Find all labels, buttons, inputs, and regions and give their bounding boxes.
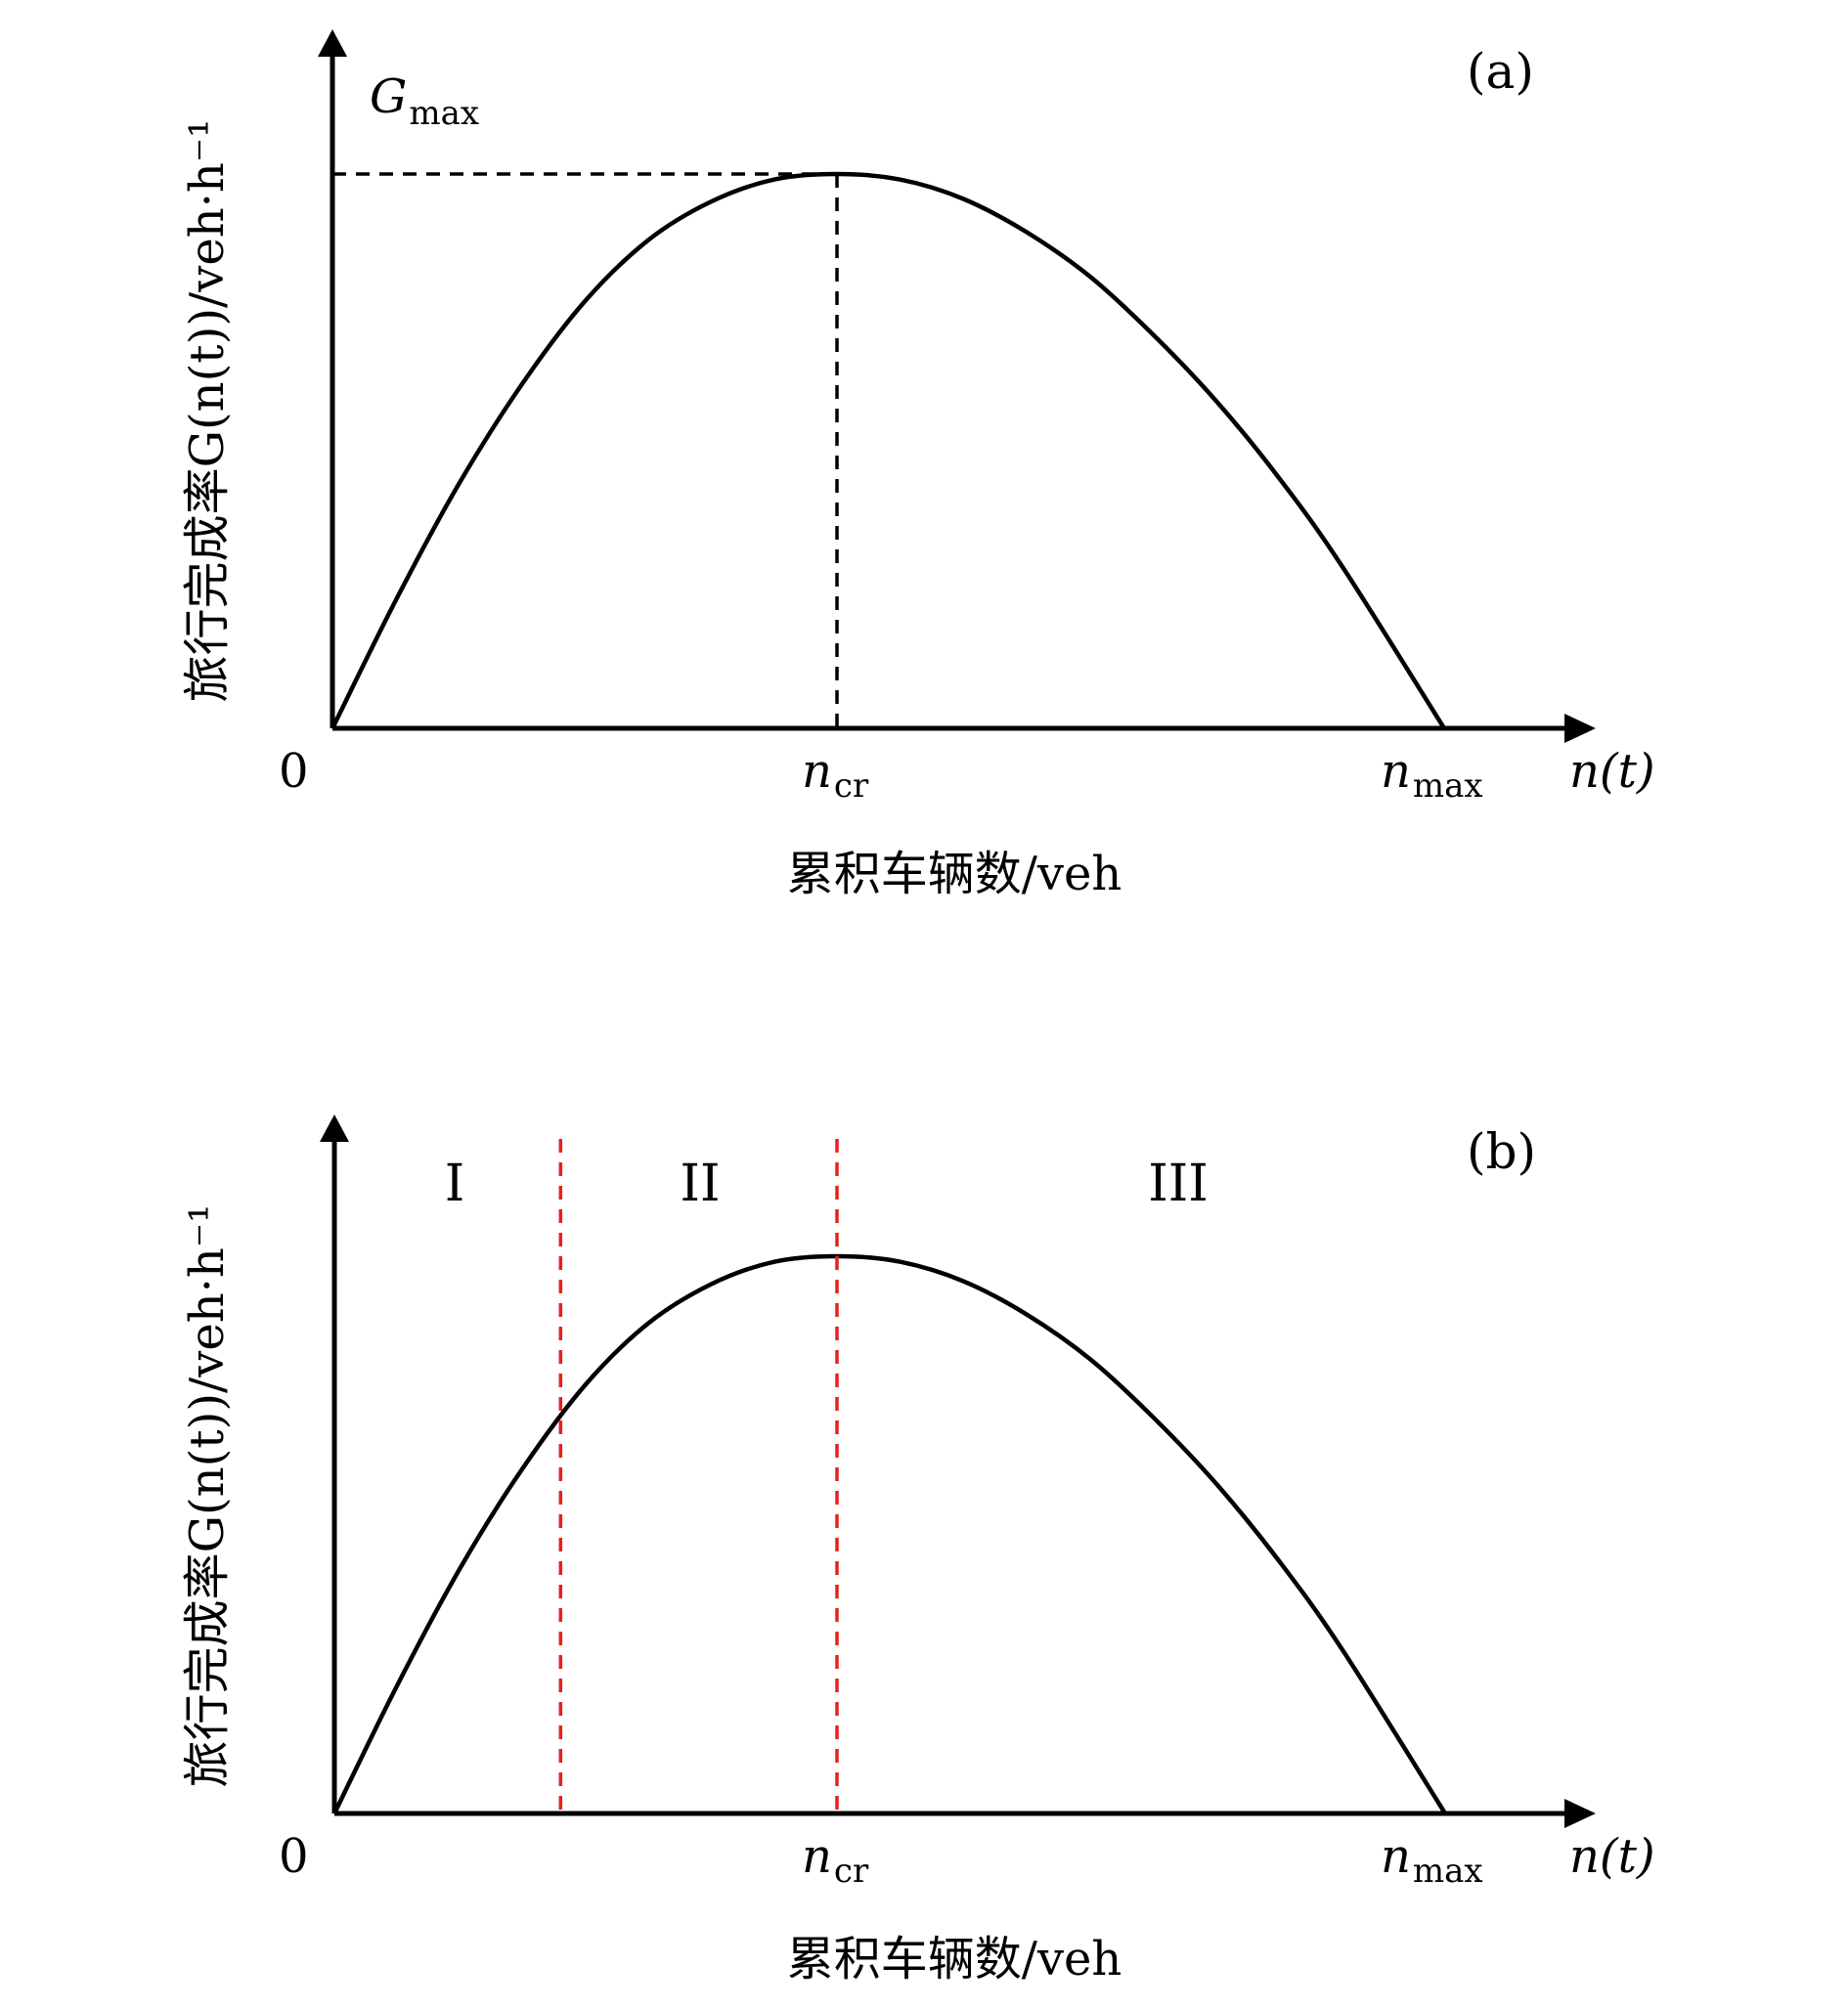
panel-b-plot-area [331,1139,1447,1815]
mfd-curve [330,171,1446,730]
panel-b-y-axis-title: 旅行完成率G(n(t))/veh·h⁻¹ [180,1204,235,1788]
panel-b-origin-label: 0 [279,1829,309,1884]
panel-b-tick-ncr: ncr [802,1829,869,1891]
panel-b-x-arrow-icon [1564,1799,1596,1828]
panel-b-label: (b) [1467,1123,1536,1180]
panel-b-region-II: II [680,1155,720,1213]
panel-a-x-axis-symbol: n(t) [1569,744,1655,799]
panel-a-label: (a) [1467,43,1534,100]
panel-a-tick-ncr: ncr [802,744,869,806]
panel-a-x-axis-title: 累积车辆数/veh [787,847,1122,901]
panel-a-plot-area [330,171,1446,730]
panel-b-x-axis-title: 累积车辆数/veh [787,1932,1122,1987]
panel-b-x-axis-symbol: n(t) [1569,1829,1655,1884]
panel-a-y-arrow-icon [318,29,347,57]
panel-a-x-arrow-icon [1564,714,1596,743]
panel-a-gmax-marker: Gmax [370,69,479,133]
panel-b-y-arrow-icon [320,1114,349,1142]
mfd-curve [331,1253,1447,1815]
panel-b: (b) 0 I II III ncr nmax n(t) 累积车辆数/veh 旅… [180,1114,1655,1987]
panel-b-tick-nmax: nmax [1381,1829,1483,1891]
panel-a-origin-label: 0 [279,744,309,799]
panel-b-region-III: III [1148,1155,1209,1213]
panel-a-y-axis-title: 旅行完成率G(n(t))/veh·h⁻¹ [180,119,235,703]
panel-a-tick-nmax: nmax [1381,744,1483,806]
panel-b-region-I: I [445,1155,465,1213]
panel-a: (a) 0 Gmax ncr nmax n(t) 累积车辆数/veh 旅行完成率… [180,29,1655,901]
